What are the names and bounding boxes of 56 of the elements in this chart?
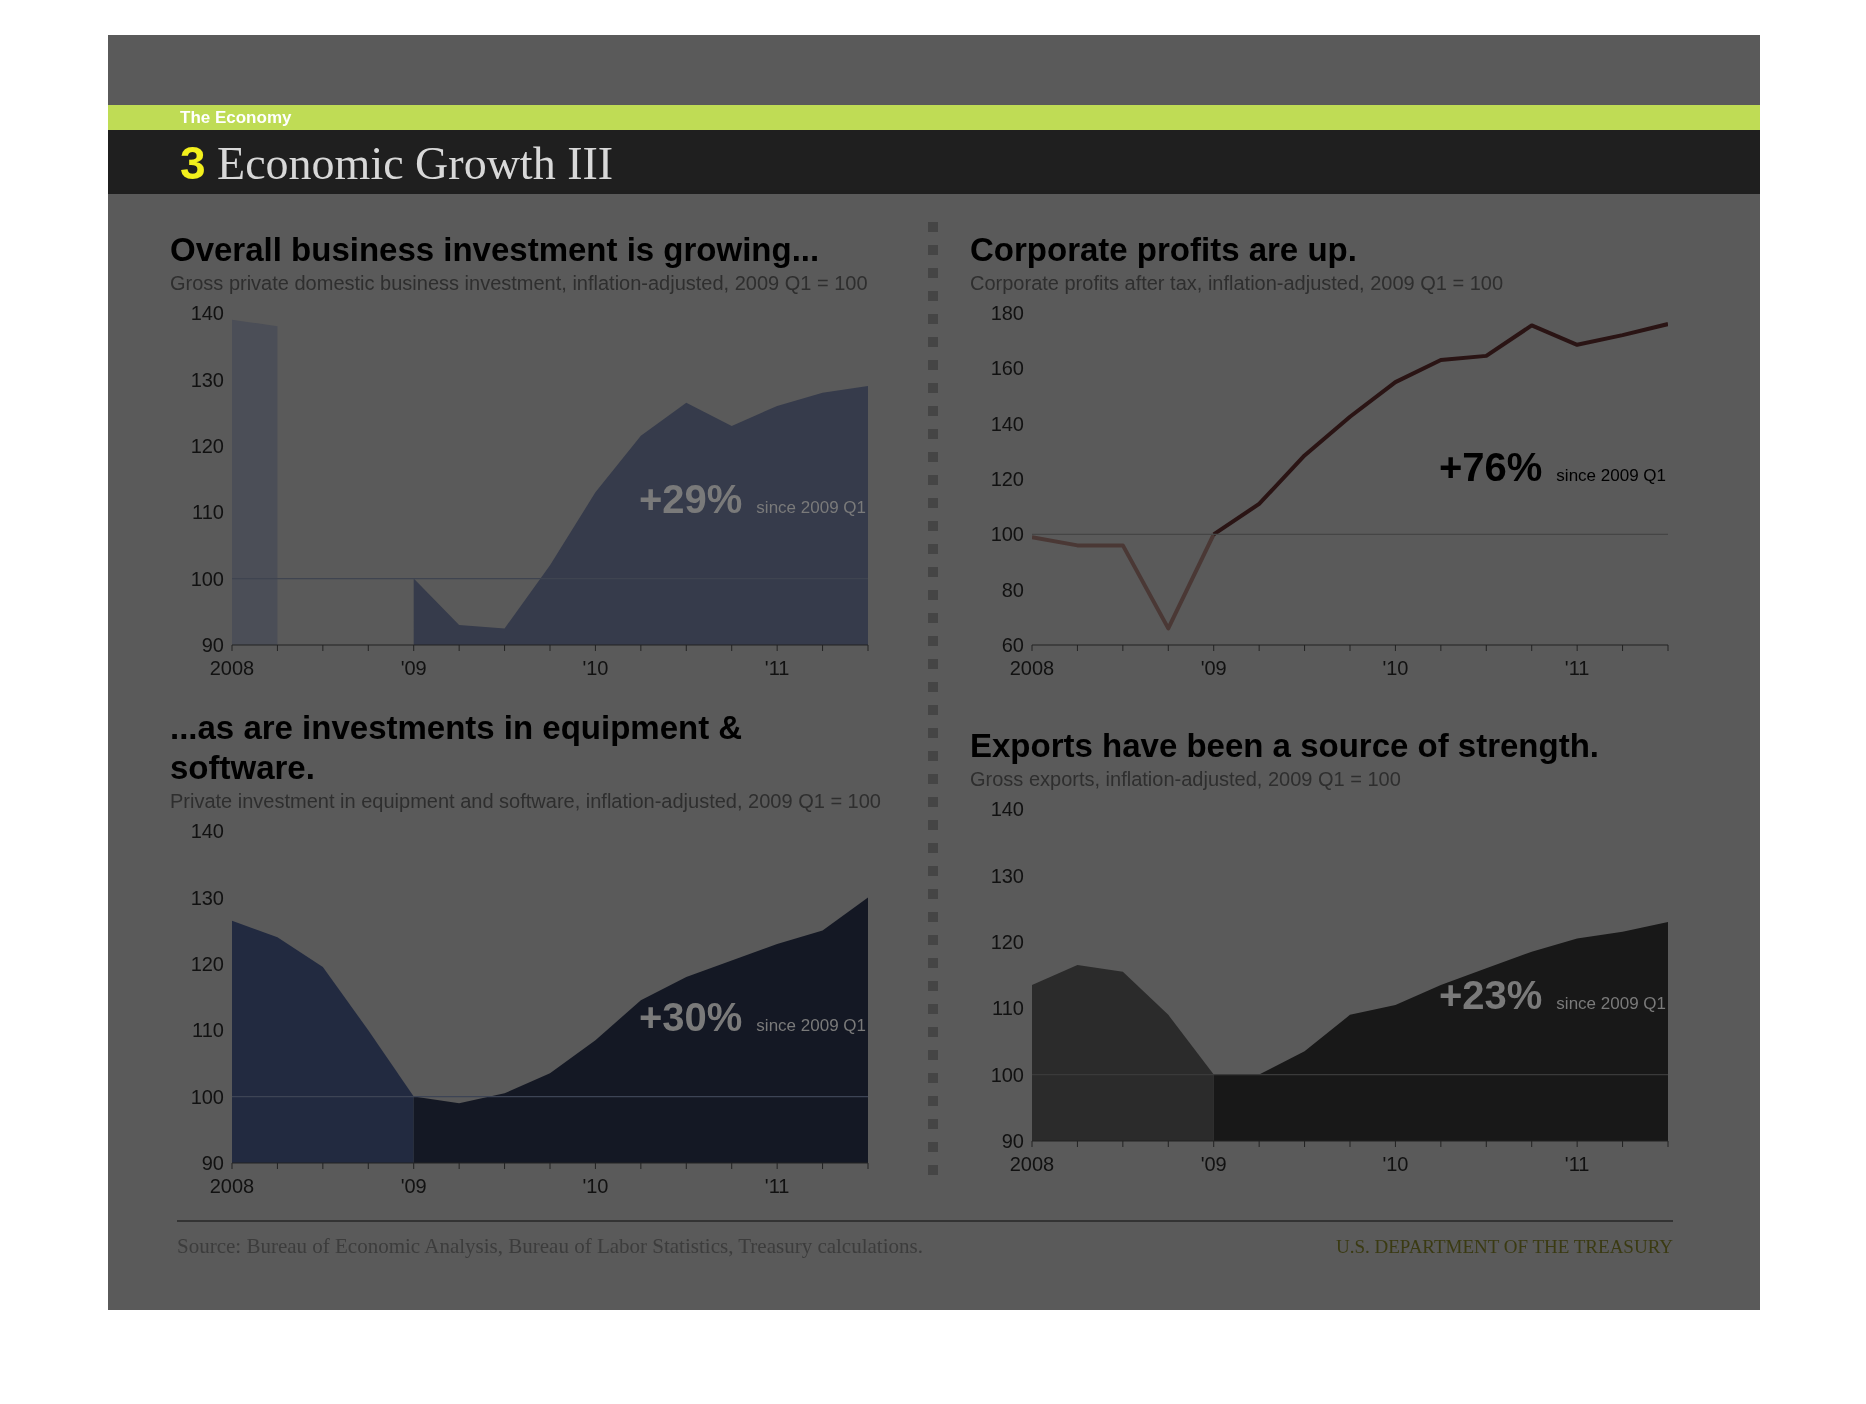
x-tick-label: '10 — [582, 1175, 609, 1198]
annotation: since 2009 Q1 — [756, 1016, 866, 1035]
annotation: since 2009 Q1 — [1556, 466, 1666, 485]
text: U.S. DEPARTMENT OF THE TREASURY — [1335, 1236, 1673, 1258]
x-tick-label: 2008 — [1009, 1153, 1055, 1176]
chart-title: ...as are investments in equipment & software. — [170, 708, 744, 788]
y-tick-label: 130 — [190, 886, 224, 909]
x-tick-label: '09 — [400, 1175, 427, 1198]
text: The Economy — [180, 108, 292, 128]
x-tick-label: '10 — [582, 657, 609, 680]
x-tick-label: '11 — [764, 657, 790, 680]
chart-title: Overall business investment is growing... — [170, 230, 821, 270]
chart-title: Corporate profits are up. — [970, 230, 1358, 270]
y-tick-label: 100 — [190, 567, 224, 590]
x-tick-label: 2008 — [1009, 657, 1055, 680]
annotation: +23% — [1438, 973, 1543, 1017]
y-tick-label: 140 — [990, 798, 1024, 821]
annotation: +30% — [638, 995, 743, 1039]
y-tick-label: 140 — [190, 302, 224, 325]
x-tick-label: '11 — [1564, 657, 1590, 680]
x-tick-label: '10 — [1382, 657, 1409, 680]
y-tick-label: 120 — [190, 952, 224, 975]
y-tick-label: 180 — [990, 302, 1024, 325]
y-tick-label: 120 — [990, 468, 1024, 491]
y-tick-label: 120 — [190, 434, 224, 457]
y-tick-label: 90 — [201, 1152, 224, 1175]
y-tick-label: 110 — [992, 997, 1024, 1020]
x-tick-label: '10 — [1382, 1153, 1409, 1176]
y-tick-label: 100 — [990, 1063, 1024, 1086]
y-tick-label: 80 — [1001, 578, 1024, 601]
y-tick-label: 100 — [190, 1085, 224, 1108]
y-tick-label: 90 — [201, 634, 224, 657]
text: 3 Economic Growth III — [180, 136, 614, 190]
x-tick-label: '09 — [1200, 657, 1227, 680]
y-tick-label: 60 — [1001, 634, 1024, 657]
annotation: since 2009 Q1 — [756, 498, 866, 517]
y-tick-label: 120 — [990, 930, 1024, 953]
annotation: +76% — [1438, 445, 1543, 489]
y-tick-label: 140 — [190, 820, 224, 843]
x-tick-label: 2008 — [209, 657, 255, 680]
y-tick-label: 90 — [1001, 1130, 1024, 1153]
annotation: since 2009 Q1 — [1556, 994, 1666, 1013]
x-tick-label: '11 — [764, 1175, 790, 1198]
y-tick-label: 160 — [990, 357, 1024, 380]
x-tick-label: '09 — [400, 657, 427, 680]
x-tick-label: '09 — [1200, 1153, 1227, 1176]
y-tick-label: 130 — [190, 368, 224, 391]
x-tick-label: 2008 — [209, 1175, 255, 1198]
y-tick-label: 110 — [192, 1019, 224, 1042]
chart-title: Exports have been a source of strength. — [970, 726, 1600, 766]
annotation: +29% — [638, 477, 743, 521]
x-tick-label: '11 — [1564, 1153, 1590, 1176]
y-tick-label: 110 — [192, 501, 224, 524]
y-tick-label: 130 — [990, 864, 1024, 887]
y-tick-label: 140 — [990, 412, 1024, 435]
y-tick-label: 100 — [990, 523, 1024, 546]
